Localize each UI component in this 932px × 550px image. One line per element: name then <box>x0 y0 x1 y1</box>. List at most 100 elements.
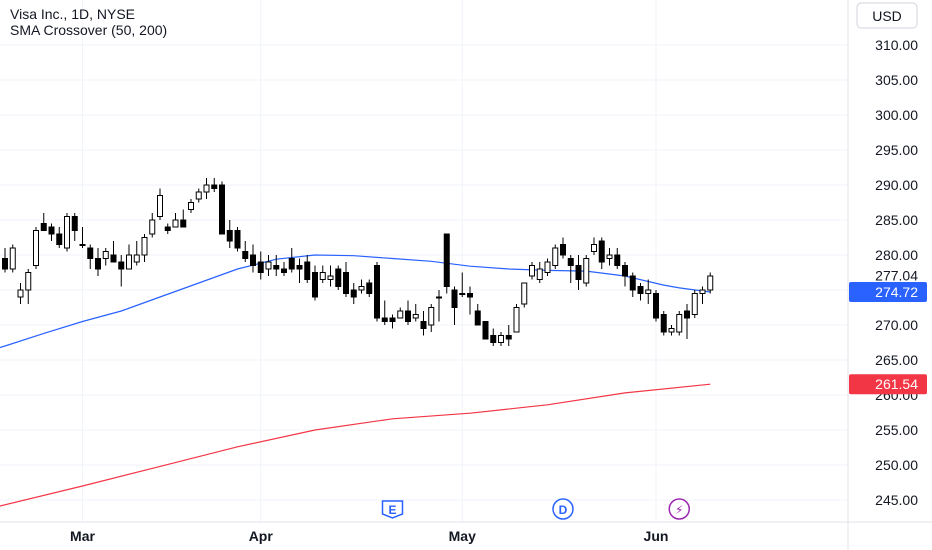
price-tick-label: 310.00 <box>875 37 918 53</box>
candle-body <box>188 202 194 210</box>
sma200-price-tag: 261.54 <box>849 374 927 395</box>
candle-body <box>48 226 55 235</box>
candle <box>64 213 70 252</box>
candle-body <box>505 335 512 340</box>
candle-body <box>498 335 504 343</box>
candle-body <box>257 261 264 273</box>
candle-body <box>195 191 202 200</box>
candle-body <box>79 244 86 246</box>
price-tick-label: 300.00 <box>875 107 918 123</box>
candle <box>265 255 272 276</box>
candle <box>397 307 404 319</box>
candle <box>660 311 667 336</box>
candle-body <box>219 184 225 235</box>
candle <box>591 237 597 255</box>
split-marker[interactable]: ⚡ <box>668 498 690 520</box>
candle-body <box>389 317 396 322</box>
candle <box>668 325 675 336</box>
price-tick-label: 280.00 <box>875 247 918 263</box>
candle <box>513 304 520 333</box>
candle <box>614 248 621 269</box>
candle-body <box>614 254 621 266</box>
candle-body <box>265 261 272 270</box>
candle-body <box>172 219 179 228</box>
sma200-series <box>0 383 711 507</box>
candle <box>312 265 318 301</box>
candle-body <box>443 233 450 287</box>
candle <box>56 227 63 248</box>
candle-body <box>552 247 559 266</box>
candle <box>451 286 458 325</box>
candle-body <box>405 310 411 322</box>
candle <box>141 234 148 262</box>
candle-body <box>343 272 349 294</box>
candle <box>707 272 714 294</box>
candle-body <box>64 216 70 249</box>
candle <box>33 227 39 269</box>
candle-body <box>40 223 47 231</box>
candle <box>583 255 590 287</box>
candle-body <box>273 265 280 270</box>
price-tick-label: 250.00 <box>875 457 918 473</box>
time-axis[interactable]: Mar Apr May Jun <box>70 528 668 544</box>
sma50-price-tag: 274.72 <box>849 281 927 302</box>
candle <box>505 325 512 346</box>
candle-body <box>637 286 644 294</box>
candle <box>25 269 32 304</box>
candle <box>436 290 442 322</box>
candle-body <box>707 275 714 291</box>
candle <box>71 213 78 241</box>
sma200-line <box>0 383 711 507</box>
candle <box>645 279 652 304</box>
candle-body <box>567 258 574 266</box>
candle <box>691 290 698 318</box>
candle-body <box>436 296 442 299</box>
earnings-marker[interactable]: E <box>381 500 404 519</box>
candle <box>304 255 311 283</box>
candle <box>343 262 349 297</box>
sma200-price-tag-bg <box>849 374 927 395</box>
candle-body <box>288 258 295 270</box>
candle <box>319 265 326 283</box>
candle <box>110 241 117 263</box>
sma50-series <box>0 254 711 349</box>
candle-body <box>374 265 380 319</box>
price-tick-label: 285.00 <box>875 212 918 228</box>
candle-body <box>536 268 543 280</box>
candle-body <box>33 230 39 266</box>
candle-body <box>521 282 528 305</box>
candle <box>48 223 55 241</box>
candle <box>102 248 109 266</box>
candle <box>552 244 559 269</box>
candle-body <box>250 254 256 266</box>
candle <box>126 244 132 270</box>
candle <box>273 255 280 276</box>
candle <box>296 258 303 283</box>
symbol-title: Visa Inc., 1D, NYSE <box>10 6 135 22</box>
time-tick-label: Mar <box>70 528 95 544</box>
candle <box>699 286 706 304</box>
candle <box>219 181 225 235</box>
candle-body <box>691 293 698 315</box>
candle-body <box>583 258 590 284</box>
candle-body <box>381 317 388 322</box>
candle-body <box>335 268 342 287</box>
split-icon <box>668 498 690 520</box>
price-tick-label: 295.00 <box>875 142 918 158</box>
currency-button[interactable]: USD <box>856 2 918 29</box>
candle-body <box>420 321 427 329</box>
candle <box>676 311 683 336</box>
dividend-marker[interactable]: D <box>552 498 574 520</box>
candle <box>405 300 411 325</box>
price-tick-label: 265.00 <box>875 352 918 368</box>
candle-body <box>180 219 187 228</box>
candle <box>87 244 94 269</box>
candle-body <box>242 251 249 259</box>
candle-body <box>513 307 520 333</box>
price-tick-label: 245.00 <box>875 492 918 508</box>
candle <box>257 251 264 280</box>
candle-body <box>226 230 233 242</box>
candle <box>157 188 163 220</box>
